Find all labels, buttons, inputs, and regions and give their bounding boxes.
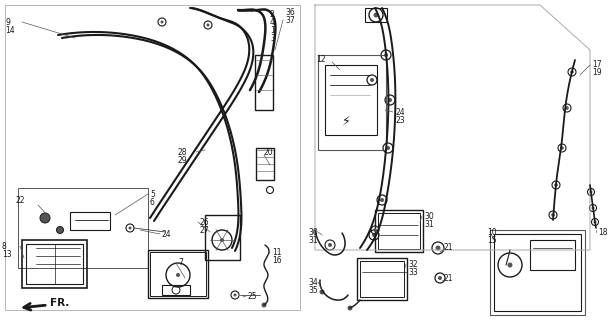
Text: 31: 31	[424, 220, 434, 229]
Bar	[205, 215, 240, 260]
Text: 11: 11	[272, 248, 282, 257]
Text: 2: 2	[270, 10, 275, 19]
Text: 24: 24	[395, 108, 405, 117]
Circle shape	[593, 220, 596, 223]
Text: 18: 18	[598, 228, 607, 237]
Text: 21: 21	[444, 274, 453, 283]
Bar	[162, 285, 190, 295]
Text: 23: 23	[395, 116, 405, 125]
Text: 14: 14	[5, 26, 15, 35]
Bar	[150, 252, 206, 296]
Bar	[490, 230, 585, 315]
Circle shape	[328, 243, 332, 247]
Text: 8: 8	[2, 242, 7, 251]
Circle shape	[373, 228, 377, 232]
Circle shape	[372, 233, 376, 237]
Circle shape	[570, 70, 573, 74]
Text: 34: 34	[308, 278, 318, 287]
Text: 27: 27	[200, 226, 209, 235]
Text: 1: 1	[270, 26, 275, 35]
Text: FR.: FR.	[50, 298, 70, 308]
Circle shape	[40, 213, 50, 223]
Circle shape	[176, 273, 180, 277]
Circle shape	[386, 146, 390, 150]
Text: 31: 31	[308, 236, 318, 245]
Circle shape	[262, 302, 267, 308]
Circle shape	[508, 262, 513, 268]
Text: 16: 16	[272, 256, 282, 265]
Circle shape	[370, 78, 374, 82]
Text: 19: 19	[592, 68, 602, 77]
Circle shape	[347, 306, 352, 310]
Text: 30: 30	[424, 212, 434, 221]
Circle shape	[436, 245, 440, 251]
Circle shape	[384, 53, 388, 57]
Text: ⚡: ⚡	[342, 115, 351, 128]
Text: 22: 22	[15, 196, 25, 205]
Text: 10: 10	[487, 228, 496, 237]
Text: 13: 13	[2, 250, 12, 259]
Text: 20: 20	[264, 148, 274, 157]
Circle shape	[57, 227, 63, 234]
Bar	[357, 258, 407, 300]
Bar	[148, 250, 208, 298]
Text: 4: 4	[270, 18, 275, 27]
Text: 6: 6	[150, 198, 155, 207]
Text: 29: 29	[178, 156, 188, 165]
Bar	[5, 5, 300, 310]
Bar	[18, 188, 148, 268]
Circle shape	[206, 23, 209, 27]
Bar	[255, 55, 273, 110]
Circle shape	[438, 276, 442, 280]
Circle shape	[560, 146, 564, 150]
Text: 28: 28	[178, 148, 187, 157]
Bar	[494, 234, 581, 311]
Circle shape	[388, 98, 392, 102]
Bar	[375, 210, 423, 252]
Bar	[70, 212, 110, 230]
Bar	[22, 240, 87, 288]
Bar	[378, 213, 420, 249]
Text: 36: 36	[285, 8, 294, 17]
Text: 35: 35	[308, 286, 318, 295]
Bar	[365, 8, 387, 22]
Circle shape	[220, 238, 224, 242]
Circle shape	[233, 293, 237, 297]
Bar	[360, 261, 404, 297]
Text: 17: 17	[592, 60, 602, 69]
Text: 3: 3	[270, 34, 275, 43]
Text: 26: 26	[200, 218, 209, 227]
Text: 25: 25	[248, 292, 257, 301]
Text: 7: 7	[178, 258, 183, 267]
Bar	[26, 244, 83, 284]
Text: 12: 12	[316, 55, 325, 64]
Text: 33: 33	[408, 268, 418, 277]
Text: 21: 21	[444, 243, 453, 252]
Bar	[325, 65, 377, 135]
Bar	[256, 148, 274, 180]
Circle shape	[320, 290, 325, 294]
Text: 15: 15	[487, 236, 496, 245]
Text: 5: 5	[150, 190, 155, 199]
Circle shape	[380, 198, 384, 202]
Circle shape	[373, 12, 378, 18]
Text: 32: 32	[408, 260, 418, 269]
Text: 30: 30	[308, 228, 318, 237]
Circle shape	[161, 20, 163, 23]
Circle shape	[554, 183, 558, 187]
Circle shape	[565, 106, 569, 110]
Circle shape	[591, 206, 594, 210]
Bar	[530, 240, 575, 270]
Text: 9: 9	[5, 18, 10, 27]
Bar	[318, 55, 386, 150]
Text: 24: 24	[162, 230, 172, 239]
Circle shape	[129, 227, 131, 229]
Text: 37: 37	[285, 16, 294, 25]
Circle shape	[551, 213, 555, 217]
Circle shape	[590, 190, 593, 194]
